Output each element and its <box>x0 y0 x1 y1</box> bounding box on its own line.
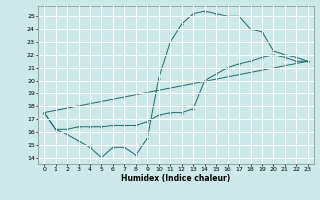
X-axis label: Humidex (Indice chaleur): Humidex (Indice chaleur) <box>121 174 231 183</box>
